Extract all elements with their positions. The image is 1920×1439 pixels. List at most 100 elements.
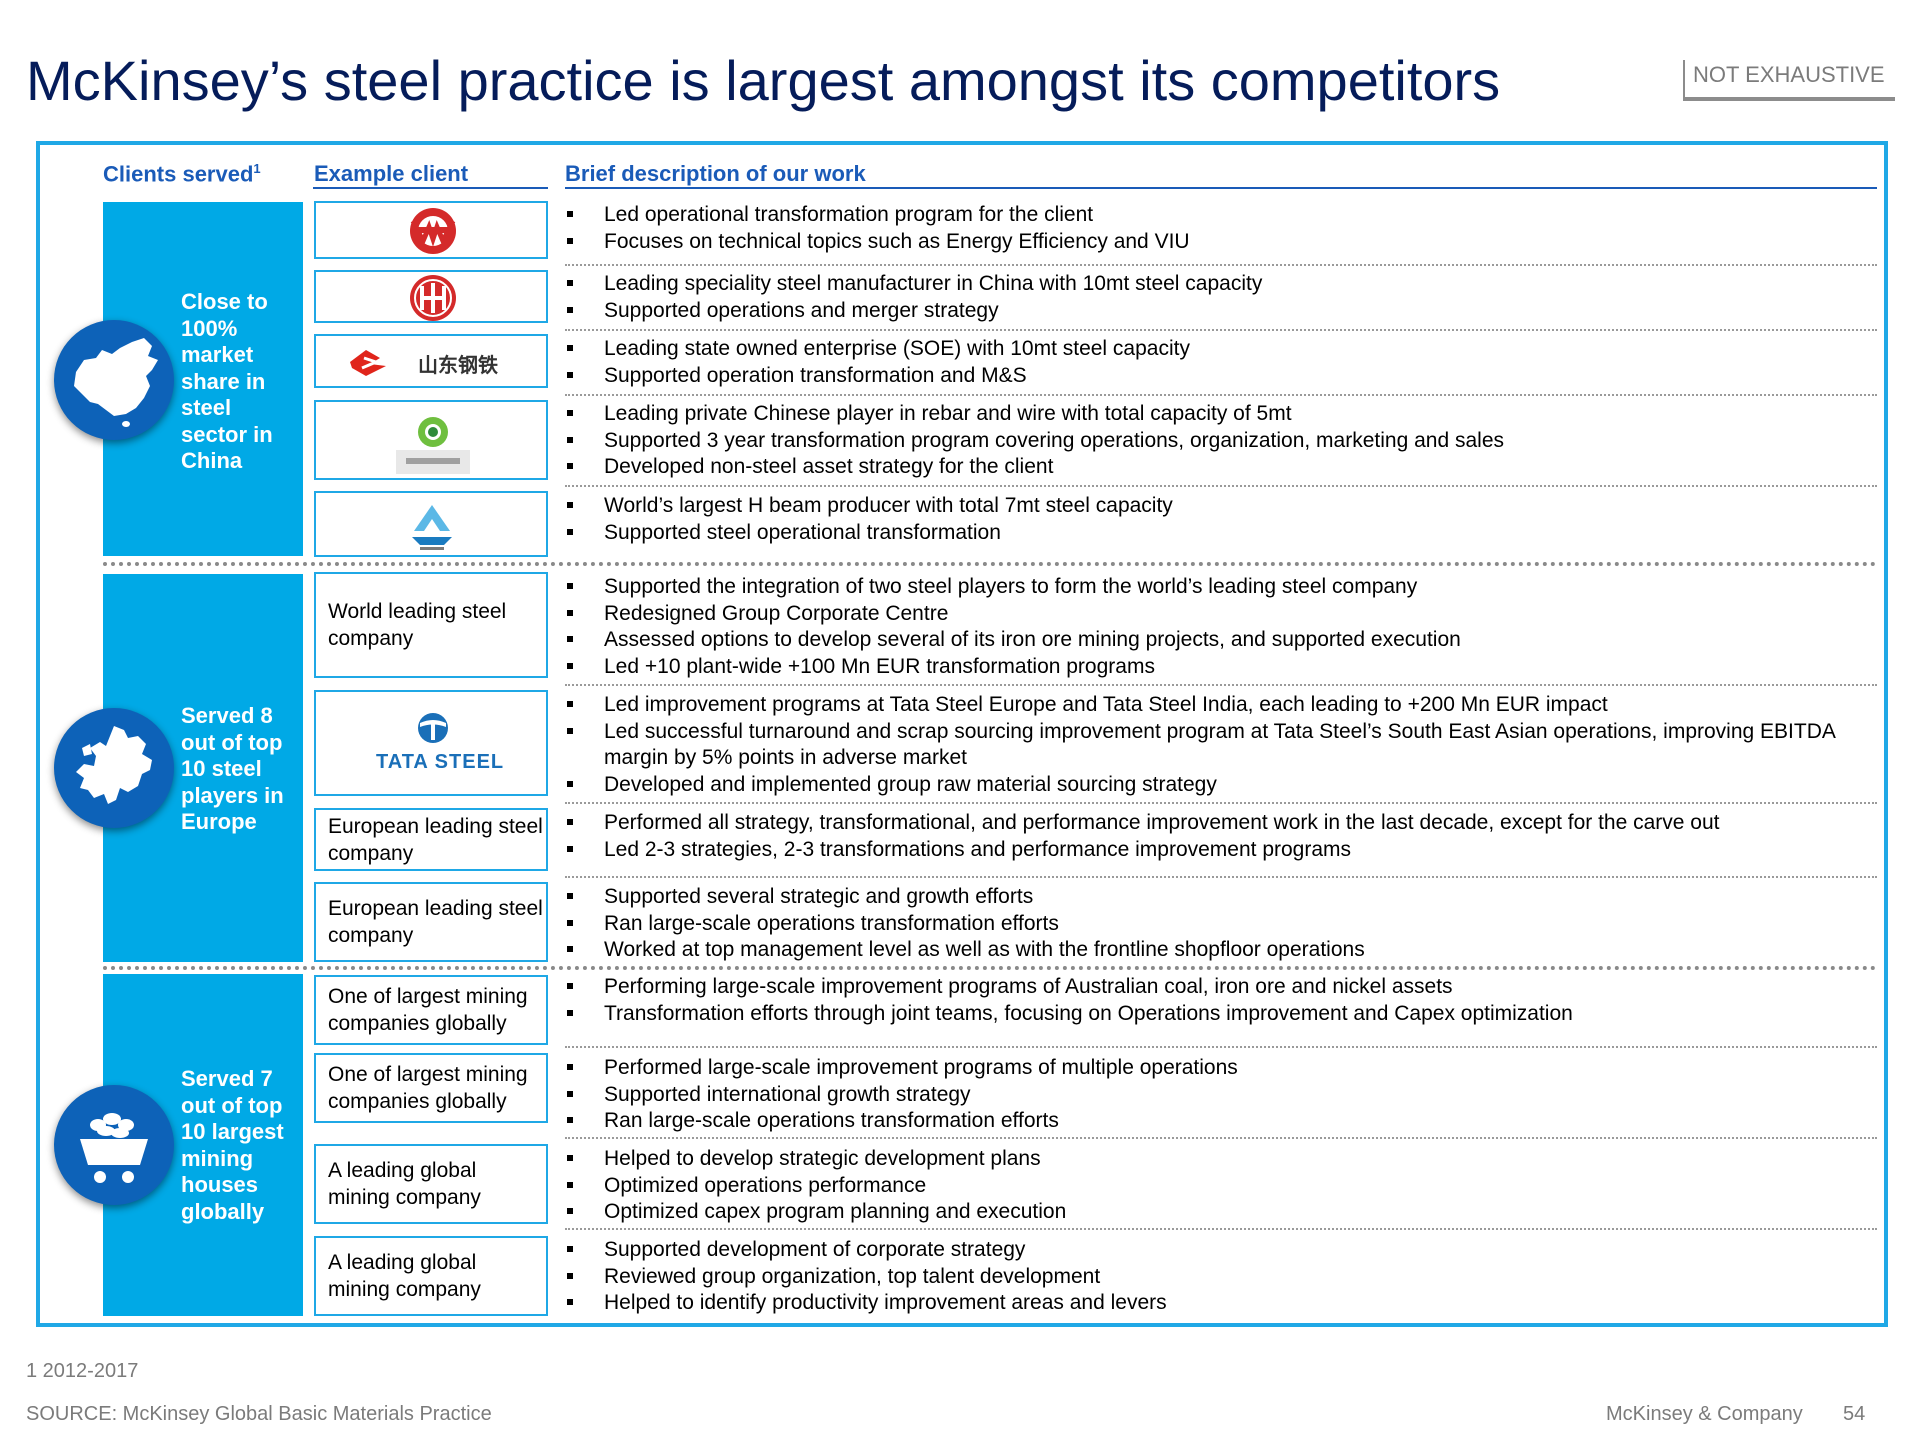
bullet-item: Reviewed group organization, top talent …	[565, 1264, 1877, 1291]
header-underline-description	[565, 187, 1877, 189]
bullet-item: Leading speciality steel manufacturer in…	[565, 271, 1877, 298]
bullet-item: Optimized operations performance	[565, 1173, 1877, 1200]
client-box-green	[314, 400, 548, 480]
green-circle-logo	[396, 417, 470, 474]
client-description: European leading steel company	[328, 814, 543, 865]
bullet-item: Supported operations and merger strategy	[565, 298, 1877, 325]
bullet-item: Leading private Chinese player in rebar …	[565, 401, 1877, 428]
bullet-item: Leading state owned enterprise (SOE) wit…	[565, 336, 1877, 363]
client-box: A leading global mining company	[314, 1144, 548, 1224]
description-row: Performing large-scale improvement progr…	[565, 974, 1877, 1027]
row-separator	[565, 1137, 1877, 1139]
h-beam-logo	[412, 505, 452, 550]
bullet-item: Helped to develop strategic development …	[565, 1146, 1877, 1173]
bullet-item: Worked at top management level as well a…	[565, 937, 1877, 964]
bullet-item: Ran large-scale operations transformatio…	[565, 1108, 1877, 1135]
bullet-item: Supported operation transformation and M…	[565, 363, 1877, 390]
bullet-item: Supported international growth strategy	[565, 1082, 1877, 1109]
footnote-marker: 1	[253, 161, 261, 176]
bullet-item: Ran large-scale operations transformatio…	[565, 911, 1877, 938]
content-frame	[36, 141, 1888, 1327]
client-box-tata: TATA STEEL	[314, 690, 548, 796]
description-row: Performed large-scale improvement progra…	[565, 1055, 1877, 1135]
group-line: share in	[181, 368, 266, 394]
europe-map-icon	[54, 708, 174, 828]
bullet-item: Focuses on technical topics such as Ener…	[565, 229, 1877, 256]
bullet-item: Supported development of corporate strat…	[565, 1237, 1877, 1264]
group-line: Close to	[181, 289, 268, 314]
description-row: Helped to develop strategic development …	[565, 1146, 1877, 1226]
description-row: Led improvement programs at Tata Steel E…	[565, 692, 1877, 798]
group-line: houses	[181, 1172, 259, 1197]
client-box: European leading steel company	[314, 808, 548, 871]
shandong-logo-text: 山东钢铁	[418, 353, 498, 377]
client-box-citic	[314, 270, 548, 323]
bullet-item: Led 2-3 strategies, 2-3 transformations …	[565, 837, 1877, 864]
group-line: Served 8	[181, 703, 273, 728]
page-title: McKinsey’s steel practice is largest amo…	[26, 49, 1501, 112]
row-separator	[565, 329, 1877, 331]
client-box-hbeam	[314, 491, 548, 557]
row-separator	[565, 1228, 1877, 1230]
bullet-item: Optimized capex program planning and exe…	[565, 1199, 1877, 1226]
client-box: World leading steel company	[314, 572, 548, 678]
bullet-item: Led +10 plant-wide +100 Mn EUR transform…	[565, 654, 1877, 681]
tata-logo-text: TATA STEEL	[376, 751, 505, 773]
bullet-item: Assessed options to develop several of i…	[565, 627, 1877, 654]
client-description: A leading global mining company	[328, 1251, 481, 1301]
header-underline-example	[313, 187, 548, 189]
description-row: Leading private Chinese player in rebar …	[565, 401, 1877, 481]
page-number: 54	[1843, 1403, 1866, 1425]
row-separator	[565, 684, 1877, 686]
group-line: Europe	[181, 809, 257, 834]
group-line: players in	[181, 782, 284, 808]
china-map-icon	[54, 320, 174, 440]
description-row: World’s largest H beam producer with tot…	[565, 493, 1877, 546]
not-exhaustive-tag: NOT EXHAUSTIVE	[1683, 60, 1895, 101]
source-note: SOURCE: McKinsey Global Basic Materials …	[26, 1403, 492, 1425]
bullet-item: Performed all strategy, transformational…	[565, 810, 1877, 837]
wisco-logo	[410, 208, 456, 254]
description-row: Performed all strategy, transformational…	[565, 810, 1877, 863]
header-description: Brief description of our work	[565, 161, 866, 186]
bullet-item: Redesigned Group Corporate Centre	[565, 601, 1877, 628]
mining-cart-icon	[54, 1085, 174, 1205]
bullet-item: Led operational transformation program f…	[565, 202, 1877, 229]
group-label-china: Close to 100% market share in steel sect…	[181, 289, 301, 475]
description-row: Supported the integration of two steel p…	[565, 574, 1877, 680]
company-name: McKinsey & Company	[1606, 1403, 1803, 1425]
group-label-mining: Served 7 out of top 10 largest mining ho…	[181, 1066, 301, 1225]
header-clients-label: Clients served	[103, 161, 254, 187]
bullet-item: Led improvement programs at Tata Steel E…	[565, 692, 1877, 719]
client-description: One of largest mining companies globally	[328, 985, 528, 1035]
group-line: mining	[181, 1145, 254, 1171]
row-separator	[565, 394, 1877, 396]
tata-steel-logo	[418, 713, 448, 743]
bullet-item: Transformation efforts through joint tea…	[565, 1001, 1877, 1028]
client-box: One of largest mining companies globally	[314, 975, 548, 1045]
group-line: 100%	[181, 315, 238, 341]
bullet-item: Performed large-scale improvement progra…	[565, 1055, 1877, 1082]
row-separator	[565, 876, 1877, 878]
group-line: globally	[181, 1198, 265, 1224]
row-separator	[565, 264, 1877, 266]
bullet-item: Developed and implemented group raw mate…	[565, 772, 1877, 799]
header-example-client: Example client	[314, 161, 469, 186]
client-description: A leading global mining company	[328, 1159, 481, 1209]
group-separator	[103, 562, 1877, 566]
group-line: China	[181, 448, 243, 473]
group-line: sector in	[181, 421, 273, 447]
client-box: A leading global mining company	[314, 1236, 548, 1316]
group-label-europe: Served 8 out of top 10 steel players in …	[181, 703, 301, 836]
description-row: Leading state owned enterprise (SOE) wit…	[565, 336, 1877, 389]
bullet-item: Supported the integration of two steel p…	[565, 574, 1877, 601]
group-line: out of top	[181, 1092, 283, 1118]
client-box-shandong: 山东钢铁	[314, 334, 548, 388]
bullet-item: Helped to identify productivity improvem…	[565, 1290, 1877, 1317]
bullet-item: Supported steel operational transformati…	[565, 520, 1877, 547]
client-box: European leading steel company	[314, 882, 548, 962]
row-separator	[565, 485, 1877, 487]
group-line: steel	[181, 395, 232, 420]
client-description: World leading steel company	[328, 600, 507, 650]
group-line: Served 7	[181, 1066, 273, 1091]
